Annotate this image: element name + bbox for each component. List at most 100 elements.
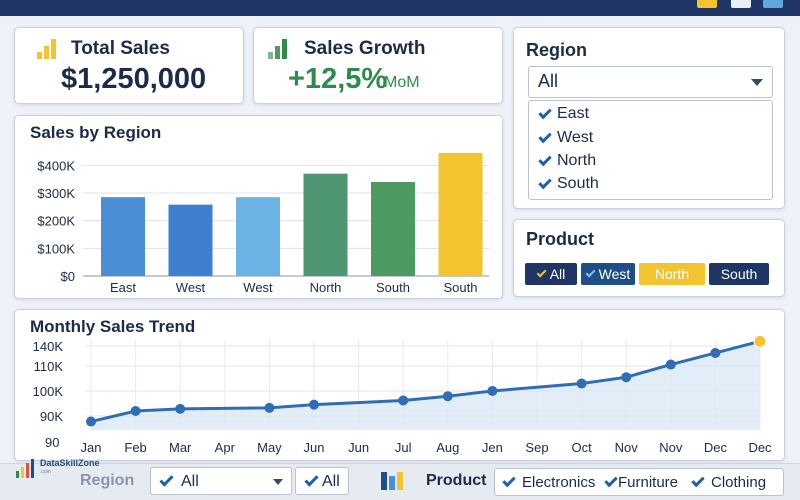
data-point: [621, 372, 632, 383]
chart-title: Sales by Region: [30, 123, 161, 142]
x-tick-label: West: [176, 280, 206, 295]
bar: [303, 173, 348, 276]
region-option-south[interactable]: South: [538, 175, 599, 193]
x-tick-label: Aug: [436, 440, 459, 455]
x-tick-label: Jul: [395, 440, 412, 455]
kpi-sales-growth-card: Sales Growth +12,5% MoM: [253, 27, 503, 104]
watermark-name: DataSkillZone: [40, 458, 100, 468]
chevron-down-icon: [273, 479, 283, 485]
bottom-product-label: Product: [426, 472, 487, 489]
y-tick-label: 90: [45, 435, 59, 450]
product-chip-label: South: [720, 266, 758, 282]
region-option-west[interactable]: West: [538, 129, 594, 147]
data-point: [309, 399, 319, 410]
watermark-sub: .com: [40, 469, 51, 475]
sales-by-region-card: Sales by Region $0 $100K $200K $300K $400K Ea…: [14, 115, 503, 299]
region-filter-card: Region All East West North South: [513, 27, 785, 209]
x-tick-label: Dec: [748, 440, 772, 455]
product-chip-all[interactable]: All: [525, 263, 577, 285]
region-option-north[interactable]: North: [538, 152, 597, 170]
x-tick-label: Nov: [659, 440, 683, 455]
y-tick-label: 110K: [34, 359, 64, 374]
bottom-region-select-2[interactable]: All: [295, 467, 349, 495]
x-tick-label: May: [257, 440, 282, 455]
region-filter-title: Region: [526, 40, 587, 60]
data-point: [86, 416, 96, 427]
bottom-product-filter: Electronics Furniture Clothing: [494, 468, 784, 496]
x-tick-label: Sep: [525, 440, 548, 455]
y-tick-label: 100K: [33, 384, 64, 399]
bar-chart-icon: [37, 39, 56, 59]
y-tick-label: $400K: [37, 158, 75, 173]
product-chip-label: All: [549, 266, 566, 282]
y-tick-label: 90K: [40, 409, 63, 424]
region-option-label: West: [557, 129, 594, 146]
region-option-east[interactable]: East: [538, 105, 590, 123]
chevron-down-icon: [751, 79, 763, 86]
chart-title: Monthly Sales Trend: [30, 317, 195, 336]
bar: [168, 204, 213, 276]
data-point: [665, 359, 676, 370]
product-chip-label: North: [654, 266, 690, 282]
minimize-icon[interactable]: [697, 0, 717, 8]
y-tick-label: $300K: [37, 186, 75, 201]
region-option-label: North: [557, 152, 597, 169]
check-icon: [604, 473, 618, 488]
x-tick-label: South: [376, 280, 410, 295]
bar-chart-icon: [381, 472, 403, 490]
maximize-icon[interactable]: [731, 0, 751, 8]
check-icon: [585, 267, 596, 278]
region-dropdown-list: East West North South: [528, 100, 773, 200]
growth-bars-icon: [268, 39, 287, 59]
data-point: [753, 334, 767, 348]
monthly-sales-trend-chart: Monthly Sales Trend 90 90K 100K 110K 140K Jan…: [30, 317, 772, 455]
check-icon: [159, 472, 174, 487]
data-point: [130, 406, 141, 416]
bar: [101, 197, 145, 276]
kpi-sales-growth-title: Sales Growth: [304, 38, 426, 59]
region-select-value: All: [538, 71, 559, 91]
data-point: [710, 347, 721, 358]
product-chip-north[interactable]: North: [639, 263, 705, 285]
product-item-electronics[interactable]: Electronics: [522, 474, 596, 491]
product-item-furniture[interactable]: Furniture: [618, 474, 679, 491]
bar: [236, 197, 280, 276]
product-chip-south[interactable]: South: [709, 263, 769, 285]
x-tick-label: West: [243, 280, 273, 295]
check-icon: [304, 472, 319, 487]
check-icon: [536, 267, 547, 278]
x-tick-label: Mar: [169, 440, 192, 455]
x-tick-label: Jun: [304, 440, 325, 455]
data-point: [398, 395, 409, 406]
close-icon[interactable]: [763, 0, 783, 8]
product-chip-west[interactable]: West: [581, 263, 635, 285]
y-tick-label: $100K: [37, 241, 75, 256]
y-tick-label: 140K: [33, 339, 64, 354]
product-item-clothing[interactable]: Clothing: [711, 474, 767, 491]
bottom-region-select-value: All: [181, 473, 199, 490]
bottom-region-select-2-value: All: [322, 473, 340, 490]
data-point: [576, 378, 587, 389]
product-chip-label: West: [598, 266, 631, 282]
x-tick-label: Oct: [571, 440, 592, 455]
window-titlebar: [0, 0, 800, 16]
region-select[interactable]: All: [528, 66, 773, 98]
kpi-sales-growth-unit: MoM: [384, 74, 420, 91]
y-tick-label: $200K: [37, 214, 75, 229]
x-tick-label: South: [444, 280, 478, 295]
watermark-logo: DataSkillZone .com: [14, 456, 114, 478]
x-tick-label: Apr: [215, 440, 236, 455]
area-fill: [91, 341, 760, 430]
region-option-label: South: [557, 175, 599, 192]
product-filter-card: Product All West North South: [513, 219, 785, 297]
data-point: [264, 402, 275, 413]
data-point: [487, 385, 498, 396]
bottom-region-select[interactable]: All: [150, 467, 292, 495]
data-point: [175, 403, 186, 414]
region-option-label: East: [557, 105, 590, 122]
check-icon: [691, 473, 705, 488]
x-tick-label: Jun: [348, 440, 369, 455]
x-tick-label: Jan: [81, 440, 102, 455]
kpi-total-sales-card: Total Sales $1,250,000: [14, 27, 244, 104]
check-icon: [502, 473, 516, 488]
